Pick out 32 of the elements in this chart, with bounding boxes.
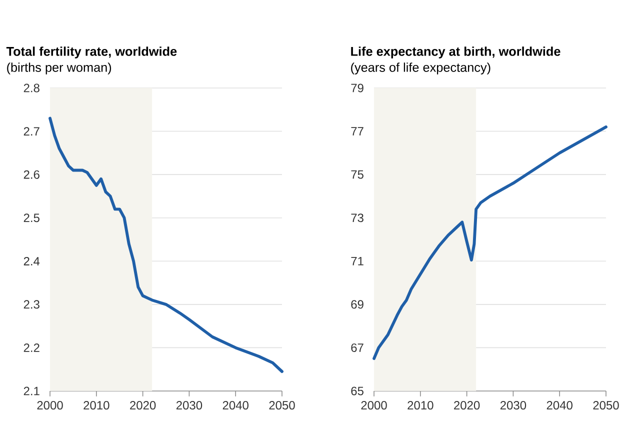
y-tick-label: 2.1 bbox=[24, 386, 40, 396]
y-tick-label: 2.2 bbox=[24, 344, 40, 352]
y-tick-label: 75 bbox=[351, 170, 364, 179]
x-tick-label: 2040 bbox=[222, 401, 248, 410]
x-tick-label: 2000 bbox=[37, 401, 63, 410]
y-tick-label: 79 bbox=[351, 84, 364, 92]
y-tick-label: 69 bbox=[351, 300, 364, 309]
y-tick-label: 65 bbox=[351, 386, 364, 396]
x-tick-label: 2010 bbox=[84, 401, 110, 410]
chart-title: Total fertility rate, worldwide bbox=[6, 46, 177, 58]
x-tick-label: 2000 bbox=[361, 401, 387, 410]
x-tick-label: 2050 bbox=[269, 401, 295, 410]
x-tick-label: 2030 bbox=[176, 401, 202, 410]
chart-subtitle: (births per woman) bbox=[7, 62, 112, 74]
x-tick-label: 2050 bbox=[593, 401, 619, 410]
y-tick-label: 2.8 bbox=[24, 84, 40, 92]
y-tick-label: 2.6 bbox=[24, 170, 40, 179]
x-tick-label: 2010 bbox=[408, 401, 434, 410]
x-tick-label: 2040 bbox=[546, 401, 572, 410]
y-tick-label: 2.5 bbox=[24, 214, 40, 222]
y-tick-label: 2.4 bbox=[24, 256, 40, 266]
chart-title: Life expectancy at birth, worldwide bbox=[351, 46, 560, 58]
x-tick-label: 2020 bbox=[454, 401, 480, 410]
y-tick-label: 2.3 bbox=[24, 300, 40, 309]
x-tick-label: 2030 bbox=[500, 401, 526, 410]
x-tick-label: 2020 bbox=[130, 401, 156, 410]
y-tick-label: 71 bbox=[351, 257, 364, 266]
y-tick-label: 67 bbox=[351, 343, 364, 352]
chart-subtitle: (years of life expectancy) bbox=[351, 62, 490, 74]
y-tick-label: 2.7 bbox=[24, 127, 40, 136]
y-tick-label: 73 bbox=[351, 214, 364, 222]
y-tick-label: 77 bbox=[351, 127, 364, 136]
